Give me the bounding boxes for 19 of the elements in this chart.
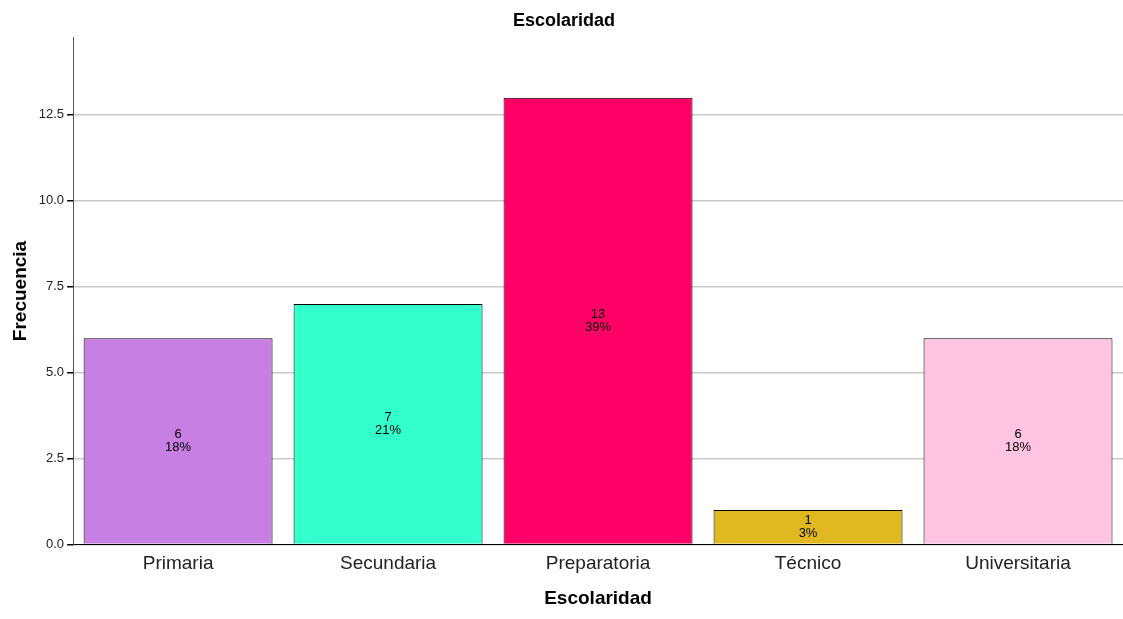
y-tick-label: 5.0 xyxy=(46,364,65,380)
x-tick-label: Secundaria xyxy=(340,552,437,574)
x-tick-label: Preparatoria xyxy=(545,552,651,574)
y-tick-label: 7.5 xyxy=(46,278,65,294)
data-label: 1 3% xyxy=(798,511,818,540)
y-axis-title: Frecuencia xyxy=(8,240,30,342)
x-tick-label: Primaria xyxy=(142,552,214,574)
data-label: 13 39% xyxy=(585,305,612,334)
y-tick-label: 0.0 xyxy=(46,535,65,551)
chart-title: Escolaridad xyxy=(512,9,616,30)
x-tick-label: Técnico xyxy=(774,552,842,574)
y-tick-label: 12.5 xyxy=(38,106,65,122)
x-tick-label: Universitaria xyxy=(965,552,1072,574)
data-label: 6 18% xyxy=(1004,426,1032,455)
y-tick-label: 10.0 xyxy=(38,192,65,208)
x-axis-title: Escolaridad xyxy=(544,586,652,608)
y-tick-label: 2.5 xyxy=(46,450,65,466)
data-label: 6 18% xyxy=(165,426,192,455)
data-label: 7 21% xyxy=(375,408,402,437)
